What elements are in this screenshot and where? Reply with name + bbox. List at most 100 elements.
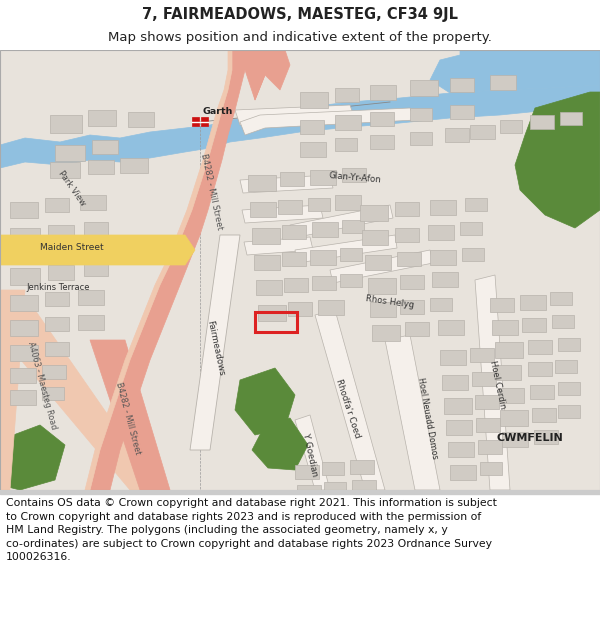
Bar [370, 85, 396, 100]
Polygon shape [242, 205, 323, 223]
Text: Maiden Street: Maiden Street [40, 244, 104, 252]
Polygon shape [430, 50, 600, 93]
Bar [442, 375, 468, 390]
Bar [522, 318, 546, 332]
Bar [370, 302, 396, 317]
Bar [45, 317, 69, 331]
Bar [256, 280, 282, 295]
Bar [80, 195, 106, 210]
Bar [282, 225, 306, 239]
Bar [10, 345, 38, 361]
Polygon shape [235, 105, 355, 125]
Polygon shape [190, 235, 240, 450]
Bar [530, 115, 554, 129]
Bar [88, 160, 114, 174]
Bar [280, 172, 304, 186]
Polygon shape [235, 368, 295, 435]
Bar [0, 490, 600, 494]
Bar [120, 158, 148, 173]
Polygon shape [515, 92, 600, 228]
Bar [450, 105, 474, 119]
Bar [10, 228, 40, 245]
Bar [78, 315, 104, 330]
Bar [84, 222, 108, 236]
Bar [475, 395, 499, 409]
Bar [48, 265, 74, 280]
Bar [258, 305, 286, 321]
Bar [558, 405, 580, 418]
Bar [400, 300, 424, 314]
Bar [312, 222, 338, 237]
Bar [502, 432, 528, 447]
Bar [395, 228, 419, 242]
Bar [410, 80, 438, 96]
Bar [465, 198, 487, 211]
Bar [550, 292, 572, 305]
Text: Hoel Cerdin: Hoel Cerdin [488, 360, 508, 410]
Bar [555, 360, 577, 373]
Bar [495, 342, 523, 358]
Bar [342, 168, 366, 182]
Bar [128, 112, 154, 127]
Bar [520, 295, 546, 310]
Bar [328, 505, 350, 518]
Bar [50, 115, 82, 133]
Bar [248, 175, 276, 191]
Bar [255, 312, 297, 332]
Bar [310, 170, 336, 185]
Bar [10, 320, 38, 336]
Bar [356, 502, 380, 516]
Polygon shape [295, 235, 397, 263]
Bar [490, 75, 516, 90]
Polygon shape [0, 290, 25, 490]
Bar [45, 342, 69, 356]
Bar [360, 205, 388, 221]
Bar [432, 272, 458, 287]
Bar [201, 117, 208, 126]
Bar [10, 202, 38, 218]
Bar [335, 115, 361, 130]
Bar [405, 322, 429, 336]
Bar [362, 230, 388, 245]
Bar [284, 278, 308, 292]
Bar [370, 135, 394, 149]
Text: Glan-Yr-Afon: Glan-Yr-Afon [328, 171, 382, 185]
Text: Fairmeadows: Fairmeadows [205, 319, 225, 377]
Bar [462, 248, 484, 261]
Bar [532, 408, 556, 422]
Bar [395, 202, 419, 216]
Bar [445, 128, 469, 142]
Polygon shape [0, 235, 195, 265]
Bar [308, 198, 330, 211]
Text: Jenkins Terrace: Jenkins Terrace [26, 282, 90, 291]
Bar [478, 440, 502, 454]
Bar [500, 120, 522, 133]
Bar [88, 110, 116, 126]
Text: B4282 - Mill Street: B4282 - Mill Street [114, 381, 142, 455]
Text: Contains OS data © Crown copyright and database right 2021. This information is : Contains OS data © Crown copyright and d… [6, 498, 497, 562]
Bar [250, 202, 276, 217]
Bar [352, 480, 376, 494]
Bar [558, 382, 580, 395]
Bar [342, 220, 364, 233]
Bar [55, 145, 85, 161]
Bar [300, 508, 324, 522]
Bar [10, 268, 40, 285]
Bar [534, 430, 558, 444]
Bar [495, 365, 521, 380]
Bar [528, 340, 552, 354]
Bar [480, 462, 502, 475]
Bar [192, 117, 199, 126]
Polygon shape [244, 237, 313, 255]
Polygon shape [252, 418, 308, 470]
Text: 7, FAIRMEADOWS, MAESTEG, CF34 9JL: 7, FAIRMEADOWS, MAESTEG, CF34 9JL [142, 6, 458, 21]
Bar [558, 338, 580, 351]
Bar [324, 482, 346, 495]
Bar [472, 372, 496, 386]
Bar [450, 78, 474, 92]
Bar [368, 278, 396, 294]
Bar [278, 200, 302, 214]
Bar [48, 225, 74, 240]
Bar [492, 320, 518, 335]
Bar [300, 92, 328, 108]
